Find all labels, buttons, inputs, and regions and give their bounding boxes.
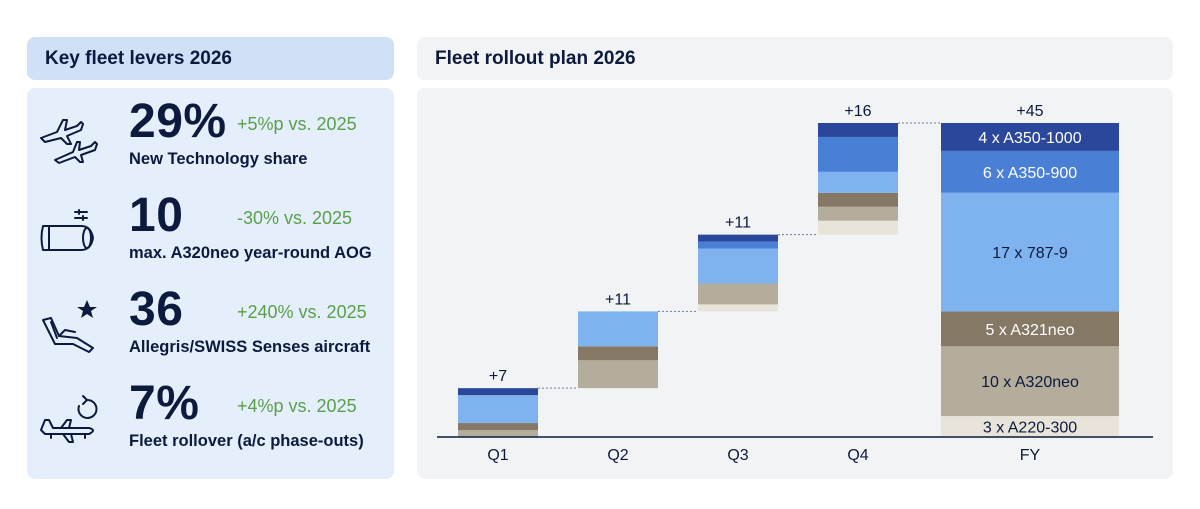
kpi-value: 10 [129, 189, 184, 242]
kpi-delta: +240% vs. 2025 [237, 302, 367, 322]
bar-segment [578, 346, 658, 361]
seat-star-icon [42, 300, 97, 353]
kpi-delta: +5%p vs. 2025 [237, 114, 357, 134]
bar-segment [578, 311, 658, 347]
segment-label: 17 x 787-9 [992, 245, 1068, 262]
fleet-rollout-title: Fleet rollout plan 2026 [435, 47, 636, 69]
bar-segment [458, 395, 538, 424]
kpi-value: 29% [129, 95, 227, 148]
star-icon [77, 300, 97, 318]
kpi-new-technology: 29% +5%p vs. 2025 New Technology share [27, 92, 394, 186]
kpi-label: New Technology share [129, 150, 308, 168]
bar-segment [458, 430, 538, 437]
fleet-rollout-header: Fleet rollout plan 2026 [417, 37, 1173, 80]
category-label: Q1 [487, 447, 508, 464]
key-fleet-levers-header: Key fleet levers 2026 [27, 37, 394, 80]
bar-segment [941, 416, 1119, 437]
bar-segment [698, 248, 778, 284]
kpi-allegris: 36 +240% vs. 2025 Allegris/SWISS Senses … [27, 280, 394, 374]
kpi-label: Fleet rollover (a/c phase-outs) [129, 432, 364, 450]
fleet-rollout-chart: +7 Q1 +11 Q2 +11 Q3 +16 Q4 3 x A220-300 10 x A320… [437, 103, 1153, 464]
segment-label: 10 x A320neo [981, 374, 1079, 391]
total-label: +11 [605, 291, 631, 308]
bar-segment [458, 423, 538, 431]
category-label: Q2 [607, 447, 628, 464]
category-label: Q3 [727, 447, 748, 464]
total-label: +7 [489, 368, 507, 385]
segment-label: 4 x A350-1000 [978, 130, 1081, 147]
bar-segment [818, 206, 898, 221]
bar-segment [578, 360, 658, 389]
segment-label: 6 x A350-900 [983, 165, 1077, 182]
key-fleet-levers-panel: 29% +5%p vs. 2025 New Technology share 1… [27, 88, 394, 479]
kpi-value: 36 [129, 283, 184, 336]
bar-segment [941, 123, 1119, 151]
kpi-delta: +4%p vs. 2025 [237, 396, 357, 416]
bar-segment [698, 234, 778, 242]
bar-segment [941, 192, 1119, 312]
kpi-delta: -30% vs. 2025 [237, 208, 353, 228]
bar-segment [458, 388, 538, 396]
airplanes-icon [40, 119, 98, 164]
kpi-value: 7% [129, 377, 200, 430]
category-label: Q4 [847, 447, 868, 464]
segment-label: 3 x A220-300 [983, 420, 1077, 437]
bar-segment [941, 150, 1119, 193]
plane-rollover-icon [40, 395, 98, 443]
engine-icon [40, 209, 94, 251]
kpi-aog: 10 -30% vs. 2025 max. A320neo year-round… [27, 186, 394, 280]
bar-segment [818, 123, 898, 137]
bar-segment [698, 283, 778, 305]
bar-segment [941, 346, 1119, 417]
bar-segment [698, 304, 778, 312]
bar-segment [818, 136, 898, 172]
kpi-fleet-rollover: 7% +4%p vs. 2025 Fleet rollover (a/c pha… [27, 374, 394, 468]
bar-segment [818, 171, 898, 193]
bar-segment [698, 241, 778, 249]
bar-segment [818, 192, 898, 207]
kpi-label: max. A320neo year-round AOG [129, 244, 372, 262]
bar-segment [818, 220, 898, 235]
bar-segment [941, 311, 1119, 347]
total-label: +45 [1016, 103, 1043, 120]
key-fleet-levers-title: Key fleet levers 2026 [45, 47, 232, 69]
segment-label: 5 x A321neo [986, 322, 1075, 339]
kpi-label: Allegris/SWISS Senses aircraft [129, 338, 371, 356]
total-label: +11 [725, 215, 751, 232]
category-label: FY [1020, 447, 1041, 464]
total-label: +16 [844, 103, 871, 120]
